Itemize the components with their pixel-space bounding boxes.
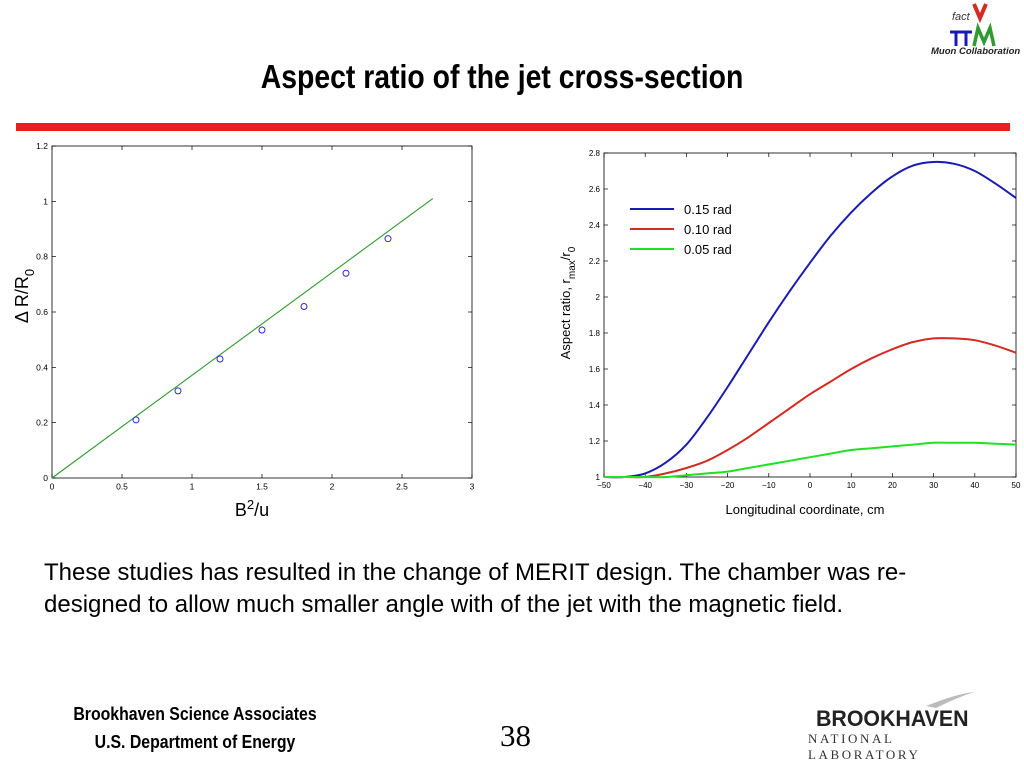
logo-national-laboratory: NATIONAL LABORATORY	[808, 731, 921, 762]
x-tick-label: 2	[330, 482, 335, 492]
x-tick-label: 10	[847, 481, 856, 490]
legend-label: 0.15 rad	[684, 202, 732, 217]
y-tick-label: 0.6	[36, 307, 48, 317]
logo-brookhaven-name: BROOKHAVEN	[816, 706, 969, 731]
logo-fact-mark: fact	[952, 11, 971, 23]
x-tick-label: 1	[190, 482, 195, 492]
data-point	[132, 416, 140, 424]
data-point	[258, 326, 266, 334]
logo-swoosh-icon	[926, 692, 974, 708]
y-tick-label: 1.2	[589, 437, 601, 446]
data-point	[216, 355, 224, 363]
right-line-chart: −50 −40 −30 −20 −10 0 10 20 30 40 50 1 1.2 1.4 1.6 1.8 2…	[558, 149, 1021, 517]
y-tick-label: 2.8	[589, 149, 601, 158]
plot-frame	[603, 152, 1017, 478]
y-tick-label: 2.2	[589, 257, 601, 266]
body-paragraph: These studies has resulted in the change…	[44, 559, 907, 618]
series-line-2	[603, 441, 1017, 479]
x-tick-label: 30	[929, 481, 938, 490]
legend-label: 0.05 rad	[684, 242, 732, 257]
footer-line-2: U.S. Department of Energy	[94, 732, 296, 752]
y-tick-label: 0.8	[36, 252, 48, 262]
x-tick-label: −10	[762, 481, 776, 490]
y-tick-label: 1.6	[589, 365, 601, 374]
x-tick-label: −40	[638, 481, 652, 490]
series-line-1	[603, 337, 1017, 479]
x-axis-label: B2/u	[235, 497, 269, 520]
logo-muon-collaboration-text: Muon Collaboration	[931, 46, 1021, 57]
x-tick-label: −30	[680, 481, 694, 490]
x-tick-label: 20	[888, 481, 897, 490]
left-scatter-chart: 0 0.5 1 1.5 2 2.5 3 0 0.2 0.4 0.6 0.8 1 1.2 B2/u Δ R/R0	[12, 141, 475, 520]
x-tick-label: 0.5	[116, 482, 128, 492]
x-tick-label: 0	[808, 481, 813, 490]
x-tick-label: 50	[1012, 481, 1021, 490]
y-axis-label: Δ R/R0	[12, 269, 37, 323]
series-line-0	[603, 160, 1017, 479]
x-tick-label: 2.5	[396, 482, 408, 492]
y-tick-label: 0.2	[36, 418, 48, 428]
y-tick-label: 0	[43, 473, 48, 483]
x-tick-label: 0	[50, 482, 55, 492]
plot-frame	[51, 145, 473, 479]
y-tick-label: 0.4	[36, 362, 48, 372]
y-tick-label: 1.4	[589, 401, 601, 410]
footer-organization: Brookhaven Science Associates U.S. Depar…	[59, 700, 332, 756]
y-axis-label: Aspect ratio, rmax/r0	[558, 246, 578, 359]
y-tick-label: 2.4	[589, 221, 601, 230]
y-tick-label: 1.8	[589, 329, 601, 338]
muon-collaboration-logo: fact Muon Collaboration	[924, 2, 1024, 62]
data-point	[300, 302, 308, 310]
y-tick-label: 1	[43, 196, 48, 206]
y-tick-label: 1	[596, 473, 601, 482]
data-point	[174, 387, 182, 395]
footer-line-1: Brookhaven Science Associates	[73, 704, 317, 724]
y-tick-label: 2	[596, 293, 601, 302]
data-point	[342, 269, 350, 277]
x-tick-label: −50	[597, 481, 611, 490]
y-tick-label: 1.2	[36, 141, 48, 151]
legend-label: 0.10 rad	[684, 222, 732, 237]
x-tick-label: 40	[970, 481, 979, 490]
x-axis-label: Longitudinal coordinate, cm	[726, 502, 885, 517]
slide-title: Aspect ratio of the jet cross-section	[260, 58, 744, 95]
x-tick-label: −20	[721, 481, 735, 490]
page-number: 38	[500, 718, 531, 753]
brookhaven-logo: BROOKHAVEN NATIONAL LABORATORY	[806, 690, 1006, 762]
data-point	[384, 235, 392, 243]
muon-logo-mark-icon: fact	[950, 3, 996, 47]
x-tick-label: 1.5	[256, 482, 268, 492]
x-tick-label: 3	[470, 482, 475, 492]
fit-line	[51, 198, 434, 479]
y-tick-label: 2.6	[589, 185, 601, 194]
title-divider-bar	[16, 123, 1010, 131]
